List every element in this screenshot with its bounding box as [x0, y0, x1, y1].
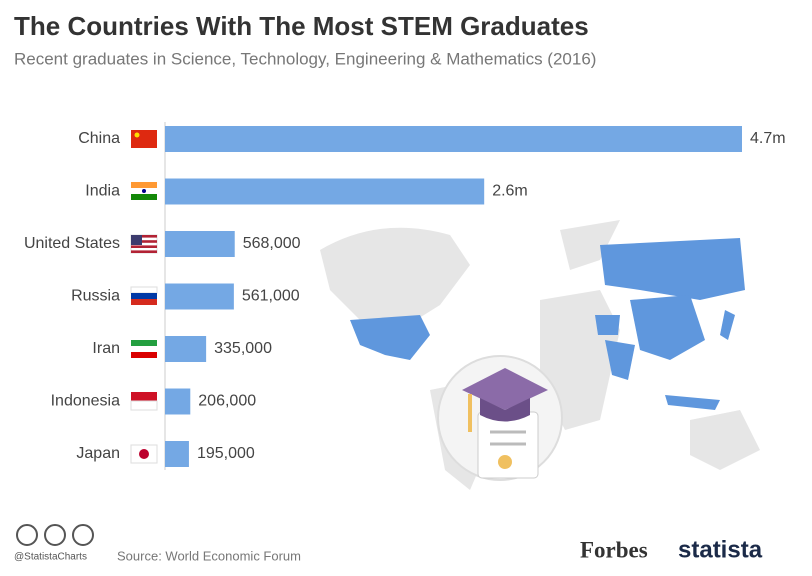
bar [165, 283, 234, 310]
category-label: Iran [92, 340, 120, 357]
forbes-logo: Forbes [580, 537, 648, 562]
chart-subtitle: Recent graduates in Science, Technology,… [14, 49, 596, 68]
bar [165, 126, 742, 152]
statista-logo: statista [678, 536, 763, 563]
category-label: India [85, 183, 120, 200]
bar [165, 178, 485, 205]
bar [165, 441, 189, 467]
category-label: Russia [71, 288, 120, 305]
category-label: China [78, 130, 120, 147]
source: Source: World Economic Forum [117, 548, 301, 563]
credit: @StatistaCharts [14, 552, 87, 563]
value-label: 206,000 [198, 393, 256, 410]
value-label: 335,000 [214, 340, 272, 357]
license-icons [16, 524, 94, 546]
value-label: 2.6m [492, 183, 528, 200]
value-label: 195,000 [197, 445, 255, 462]
bar [165, 336, 207, 362]
category-label: Japan [76, 445, 120, 462]
bar [165, 231, 235, 257]
flags [130, 130, 158, 464]
value-label: 568,000 [243, 235, 301, 252]
highlighted-countries [350, 238, 745, 410]
category-label: United States [24, 235, 120, 252]
chart-title: The Countries With The Most STEM Graduat… [14, 11, 589, 41]
value-label: 561,000 [242, 288, 300, 305]
bar [165, 388, 191, 415]
value-label: 4.7m [750, 130, 786, 147]
graduation-icon [437, 355, 563, 481]
category-label: Indonesia [51, 393, 120, 410]
